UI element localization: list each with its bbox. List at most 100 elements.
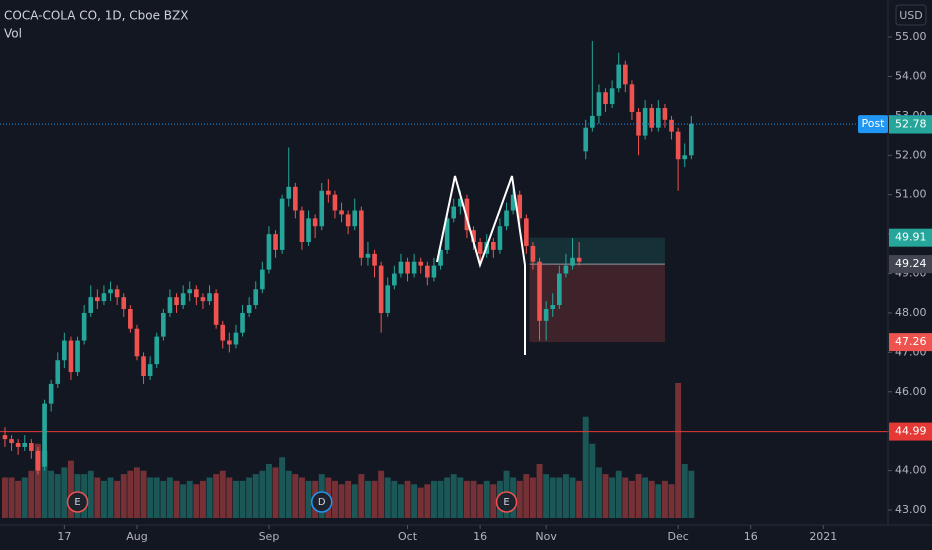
x-tick-label: Oct	[398, 530, 418, 543]
candle-body	[266, 234, 272, 270]
price-tag-bg	[889, 255, 932, 274]
volume-bar	[279, 457, 286, 518]
candle-body	[339, 210, 344, 215]
volume-bar	[404, 480, 411, 518]
volume-bar	[397, 484, 404, 518]
volume-bar	[54, 474, 61, 518]
x-tick-label: Dec	[667, 530, 688, 543]
candle-body	[623, 64, 628, 85]
candle-body	[200, 297, 206, 302]
price-tag-bg	[889, 228, 932, 247]
volume-bar	[239, 480, 246, 518]
volume-bar	[675, 383, 682, 518]
volume-bar	[338, 484, 345, 518]
volume-bar	[1, 477, 8, 518]
candle-body	[365, 253, 371, 258]
volume-bar	[391, 480, 398, 518]
candle-body	[55, 360, 61, 384]
volume-bar	[556, 477, 563, 518]
candle-body	[167, 297, 173, 313]
candle-body	[510, 194, 516, 211]
y-tick-label: 51.00	[895, 188, 927, 201]
price-tag: 52.78	[895, 118, 927, 131]
candle-body	[299, 210, 305, 243]
candle-body	[345, 214, 351, 227]
candle-body	[273, 234, 278, 250]
volume-bar	[655, 484, 662, 518]
volume-bar	[107, 477, 114, 518]
volume-bar	[615, 470, 622, 518]
post-tag-bg	[858, 115, 888, 134]
volume-bar	[193, 484, 200, 518]
candle-body	[29, 443, 34, 451]
candle-body	[378, 265, 384, 313]
candle-body	[293, 186, 298, 211]
candle-body	[411, 261, 417, 274]
y-tick-label: 43.00	[895, 503, 927, 516]
volume-bar	[430, 480, 437, 518]
candle-body	[121, 297, 127, 310]
volume-bar	[635, 474, 642, 518]
candle-body	[9, 439, 14, 444]
volume-bar	[100, 480, 107, 518]
candle-body	[220, 324, 226, 341]
candle-body	[246, 305, 252, 313]
candle-body	[352, 210, 358, 227]
volume-bar	[364, 480, 371, 518]
candle-body	[543, 309, 549, 321]
candle-body	[405, 261, 410, 274]
volume-bar	[285, 470, 292, 518]
candle-body	[392, 273, 397, 286]
candle-body	[596, 92, 602, 116]
volume-bar	[292, 474, 299, 518]
candle-body	[35, 450, 41, 471]
volume-bar	[219, 470, 226, 518]
volume-bar	[378, 470, 385, 518]
volume-bar	[681, 464, 688, 518]
candle-body	[114, 289, 120, 298]
y-tick-label: 54.00	[895, 69, 927, 82]
candle-body	[332, 194, 338, 211]
candle-body	[491, 242, 496, 250]
candle-body	[444, 218, 450, 250]
candle-body	[174, 297, 179, 306]
volume-bar	[272, 467, 279, 518]
volume-bar	[21, 477, 28, 518]
volume-bar	[536, 464, 543, 518]
volume-bar	[147, 477, 154, 518]
candle-body	[656, 107, 661, 128]
candle-body	[517, 194, 523, 219]
candle-body	[669, 119, 674, 132]
candle-body	[240, 312, 245, 333]
volume-bar	[470, 480, 477, 518]
volume-bar	[543, 474, 550, 518]
event-label: E	[503, 497, 509, 508]
volume-bar	[305, 480, 312, 518]
volume-bar	[114, 480, 121, 518]
volume-bar	[516, 480, 523, 518]
volume-bar	[450, 474, 457, 518]
price-tag-bg	[889, 422, 932, 441]
volume-bar	[160, 480, 167, 518]
candle-body	[662, 107, 668, 120]
candle-body	[398, 261, 404, 274]
currency-button[interactable]	[895, 4, 927, 26]
candle-body	[326, 190, 331, 195]
y-tick-label: 55.00	[895, 30, 927, 43]
x-tick-label: 16	[473, 530, 487, 543]
volume-bar	[265, 464, 272, 518]
candle-body	[682, 155, 688, 160]
price-tag: 47.26	[895, 335, 927, 348]
x-tick-label: Nov	[535, 530, 557, 543]
candle-body	[537, 261, 542, 321]
candle-body	[154, 336, 160, 365]
candle-body	[636, 111, 641, 136]
candle-body	[458, 198, 463, 207]
candle-body	[425, 265, 430, 278]
candle-body	[431, 265, 437, 278]
candle-body	[180, 293, 186, 306]
candle-body	[590, 115, 595, 128]
candle-body	[62, 340, 67, 361]
volume-bar	[166, 477, 173, 518]
